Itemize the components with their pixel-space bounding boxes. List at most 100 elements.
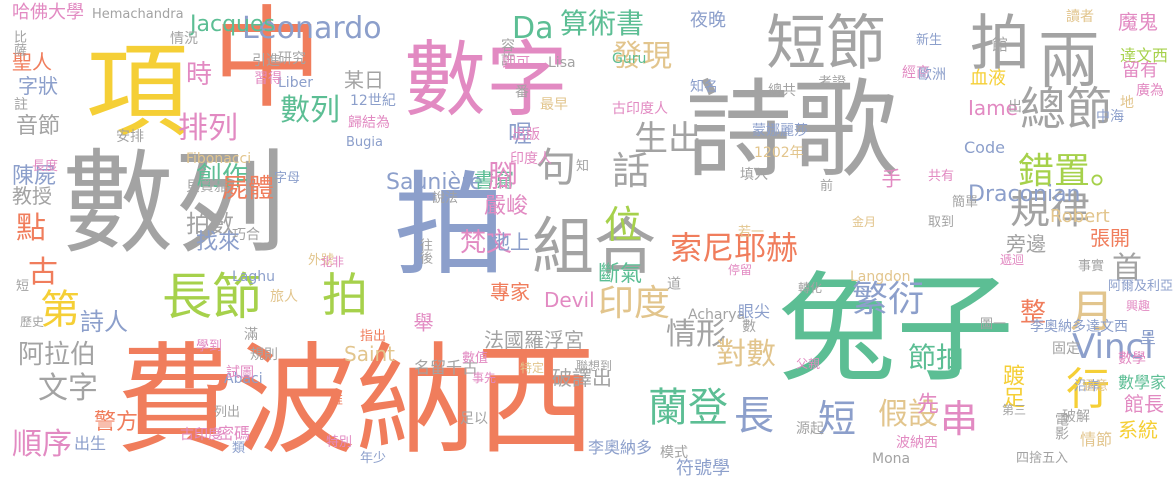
cloud-word: 列出 [214,405,241,420]
cloud-word: 蘭登 [648,385,728,431]
cloud-word: Leonardo [242,11,382,46]
cloud-word: Acharya [688,307,746,323]
cloud-word: 歸結為 [348,115,390,131]
cloud-word: 番 [513,84,529,98]
cloud-word: 學到 [196,339,223,354]
cloud-word: 特別 [326,435,353,450]
cloud-word: Da [512,11,554,46]
cloud-word: 順序 [12,427,72,462]
cloud-word: Abaci [224,371,263,387]
cloud-word: 名留千古 [414,358,479,377]
cloud-word: 總節 [1020,82,1112,136]
cloud-word: 地 [1120,95,1134,111]
cloud-word: 往後 [417,238,432,264]
cloud-word: 說法 [432,191,459,206]
cloud-word: 遞迴 [1000,253,1025,267]
cloud-word: 踱足 [999,364,1024,408]
cloud-word: 出生 [74,434,107,453]
cloud-word: 填入 [740,167,768,183]
cloud-word: 古 [28,255,58,290]
cloud-word: 最早 [540,97,568,113]
cloud-word: Mona [872,451,911,467]
cloud-word: 數列 [280,93,340,128]
cloud-word: 註 [14,97,28,113]
cloud-word: Robert [1050,206,1110,227]
cloud-word: 前 [820,179,834,194]
cloud-word: 阿爾及利亞 [1107,279,1173,294]
cloud-word: 專家 [490,280,530,304]
cloud-word: 固定 [1052,341,1080,357]
cloud-word: 字母 [274,171,301,186]
cloud-word: 達文西 [1120,46,1169,65]
cloud-word: 數學家 [1118,373,1167,392]
cloud-word: 特定 [520,361,545,375]
cloud-word: 密碼 [218,424,251,443]
cloud-word: Draconian [968,182,1081,207]
cloud-word: 眼尖 [738,302,771,321]
cloud-word: 取到 [928,215,955,230]
cloud-word: 呈 [1140,328,1157,347]
cloud-word: 引進 [252,53,280,69]
cloud-word: 破譯出 [552,366,612,390]
cloud-word: 整 [1020,298,1047,328]
cloud-word: 簡單 [952,195,979,210]
cloud-word: 容許 [499,38,515,66]
cloud-word: 聖人 [12,50,52,74]
cloud-word: 喔 [508,120,532,148]
cloud-word: 行 [1066,364,1110,415]
cloud-word: 比薩 [11,30,26,56]
cloud-word: 電影 [1053,412,1069,440]
cloud-word: 生出 [634,119,702,159]
cloud-word: 總共 [768,83,796,99]
cloud-word: 項 [86,33,188,152]
cloud-word: 手 [878,168,902,188]
cloud-word: 試圖 [226,365,254,381]
cloud-word: 習得 [254,71,282,87]
cloud-word: 事先 [472,371,497,385]
cloud-word: 點 [16,211,46,246]
cloud-word: 地上 [490,230,530,254]
cloud-word: 北非 [320,255,345,269]
cloud-word: Liber [278,75,313,91]
cloud-word: Hemachandra [92,7,184,22]
cloud-word: Fibonacci [186,151,252,167]
cloud-word: 阿拉伯 [18,340,97,370]
cloud-word: 音節 [16,114,61,139]
cloud-word: 古印度人 [612,101,668,117]
cloud-word: 新生 [916,33,943,48]
cloud-word: 第三 [1002,403,1027,417]
cloud-word: 四捨五入 [1016,451,1069,466]
cloud-word: 教授 [12,184,52,208]
cloud-word: 若一 [738,225,765,240]
cloud-word: 涵意 [1082,379,1109,394]
cloud-word: 首 [1112,251,1142,286]
cloud-word: 印度 [598,283,671,324]
cloud-word: 短 [16,279,30,294]
cloud-word: 陳屍 [12,164,57,189]
cloud-word: 兩 [1038,24,1101,97]
cloud-word: 斷氣 [598,262,643,287]
cloud-word: 波納西 [896,435,938,451]
cloud-word: 廣為 [1136,83,1164,99]
cloud-word: 數值 [462,351,489,366]
cloud-word: 字狀 [18,74,58,98]
cloud-word: Lisa [548,55,576,71]
cloud-word: 梵文 [460,228,513,258]
cloud-word: 金月 [852,215,877,229]
cloud-word: 數列 [62,139,286,269]
cloud-word: Langdon [850,269,911,285]
cloud-word: 詩歌 [686,69,898,192]
cloud-word: 蒙娜麗莎 [752,123,808,139]
cloud-word: 張開 [1090,226,1130,250]
cloud-word: 源起 [796,421,824,437]
cloud-word: 節拍 [908,341,965,374]
cloud-word: 興趣 [1126,299,1151,313]
cloud-word: 規則 [250,347,278,363]
cloud-word: 長 [734,393,774,439]
cloud-word: Devil [544,288,595,312]
cloud-word: 指出 [360,329,387,344]
cloud-word: 長度 [32,159,59,174]
cloud-word: 系統 [1118,418,1158,442]
cloud-word: 共有 [928,169,955,184]
cloud-word: 假設 [878,397,938,432]
